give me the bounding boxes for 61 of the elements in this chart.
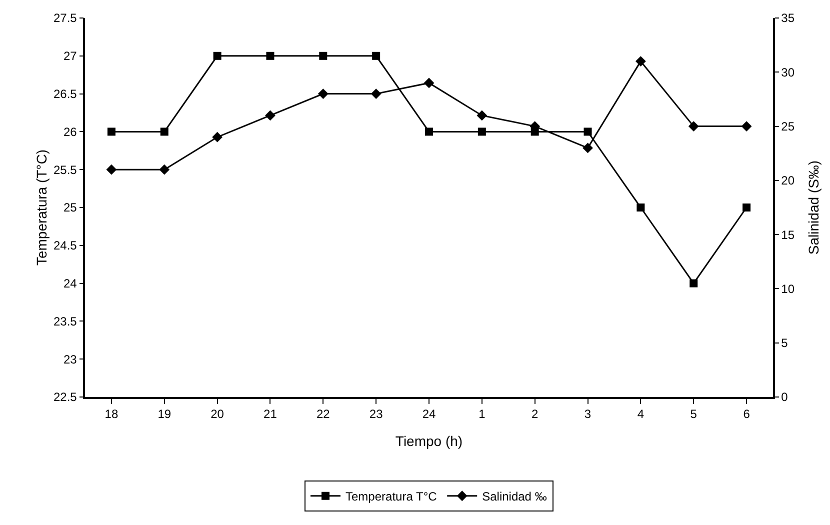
y-tick-label: 26.5 (53, 87, 78, 101)
point (372, 52, 380, 60)
x-tick-label: 1 (478, 407, 486, 422)
point (370, 88, 382, 99)
point (318, 88, 328, 99)
x-tick-label: 3 (584, 407, 592, 422)
point (636, 204, 645, 212)
x-tick-label: 5 (690, 407, 698, 422)
x-tick-label: 21 (264, 407, 278, 422)
point (690, 279, 698, 288)
point (160, 128, 168, 136)
x-axis-title: Tiempo (h) (395, 432, 463, 449)
y-axis-title: Temperatura (T°C) (34, 149, 50, 266)
point (741, 121, 752, 132)
y2-axis-title: Salinidad (S‰) (806, 160, 822, 255)
y-tick-label: 26 (63, 124, 78, 139)
x-tick-label: 18 (104, 407, 118, 422)
x-tick-label: 4 (637, 407, 644, 422)
y2-tick-label: 35 (781, 11, 795, 26)
point (213, 52, 222, 60)
legend-label: Temperatura T°C (346, 490, 438, 504)
x-tick-label: 20 (210, 407, 224, 422)
point (107, 128, 116, 136)
y2-tick-label: 25 (781, 119, 795, 134)
point (584, 128, 592, 136)
point (265, 110, 276, 121)
x-tick-label: 23 (369, 407, 384, 422)
point (742, 204, 751, 212)
x-tick-label: 22 (316, 407, 330, 422)
point (478, 128, 486, 136)
x-tick-label: 24 (422, 407, 436, 422)
x-tick-label: 6 (743, 407, 750, 422)
y-tick-label: 25 (63, 200, 78, 215)
y-tick-label: 25.5 (53, 162, 78, 177)
y2-tick-label: 0 (781, 390, 788, 404)
y2-tick-label: 5 (781, 336, 788, 350)
point (266, 52, 274, 60)
x-tick-label: 19 (158, 407, 172, 422)
y2-tick-label: 15 (781, 228, 795, 242)
x-tick-label: 2 (532, 407, 539, 422)
y-tick-label: 27.5 (53, 11, 78, 26)
y-tick-label: 24.5 (53, 238, 78, 253)
point (635, 56, 646, 67)
y-tick-label: 24 (63, 276, 78, 290)
point (688, 121, 699, 132)
point (212, 132, 223, 142)
point (424, 78, 434, 88)
point (106, 164, 117, 175)
y-tick-label: 23.5 (53, 314, 78, 328)
point (425, 128, 433, 136)
y2-tick-label: 30 (781, 65, 795, 80)
y-tick-label: 27 (63, 49, 78, 64)
point (319, 52, 328, 60)
point (159, 164, 170, 175)
y2-tick-label: 20 (781, 174, 795, 188)
y-tick-label: 22.5 (53, 390, 78, 404)
y-tick-label: 23 (63, 352, 78, 366)
legend-label: Salinidad ‰ (482, 490, 547, 504)
point (476, 110, 488, 121)
point (582, 142, 593, 154)
y2-tick-label: 10 (781, 282, 795, 296)
